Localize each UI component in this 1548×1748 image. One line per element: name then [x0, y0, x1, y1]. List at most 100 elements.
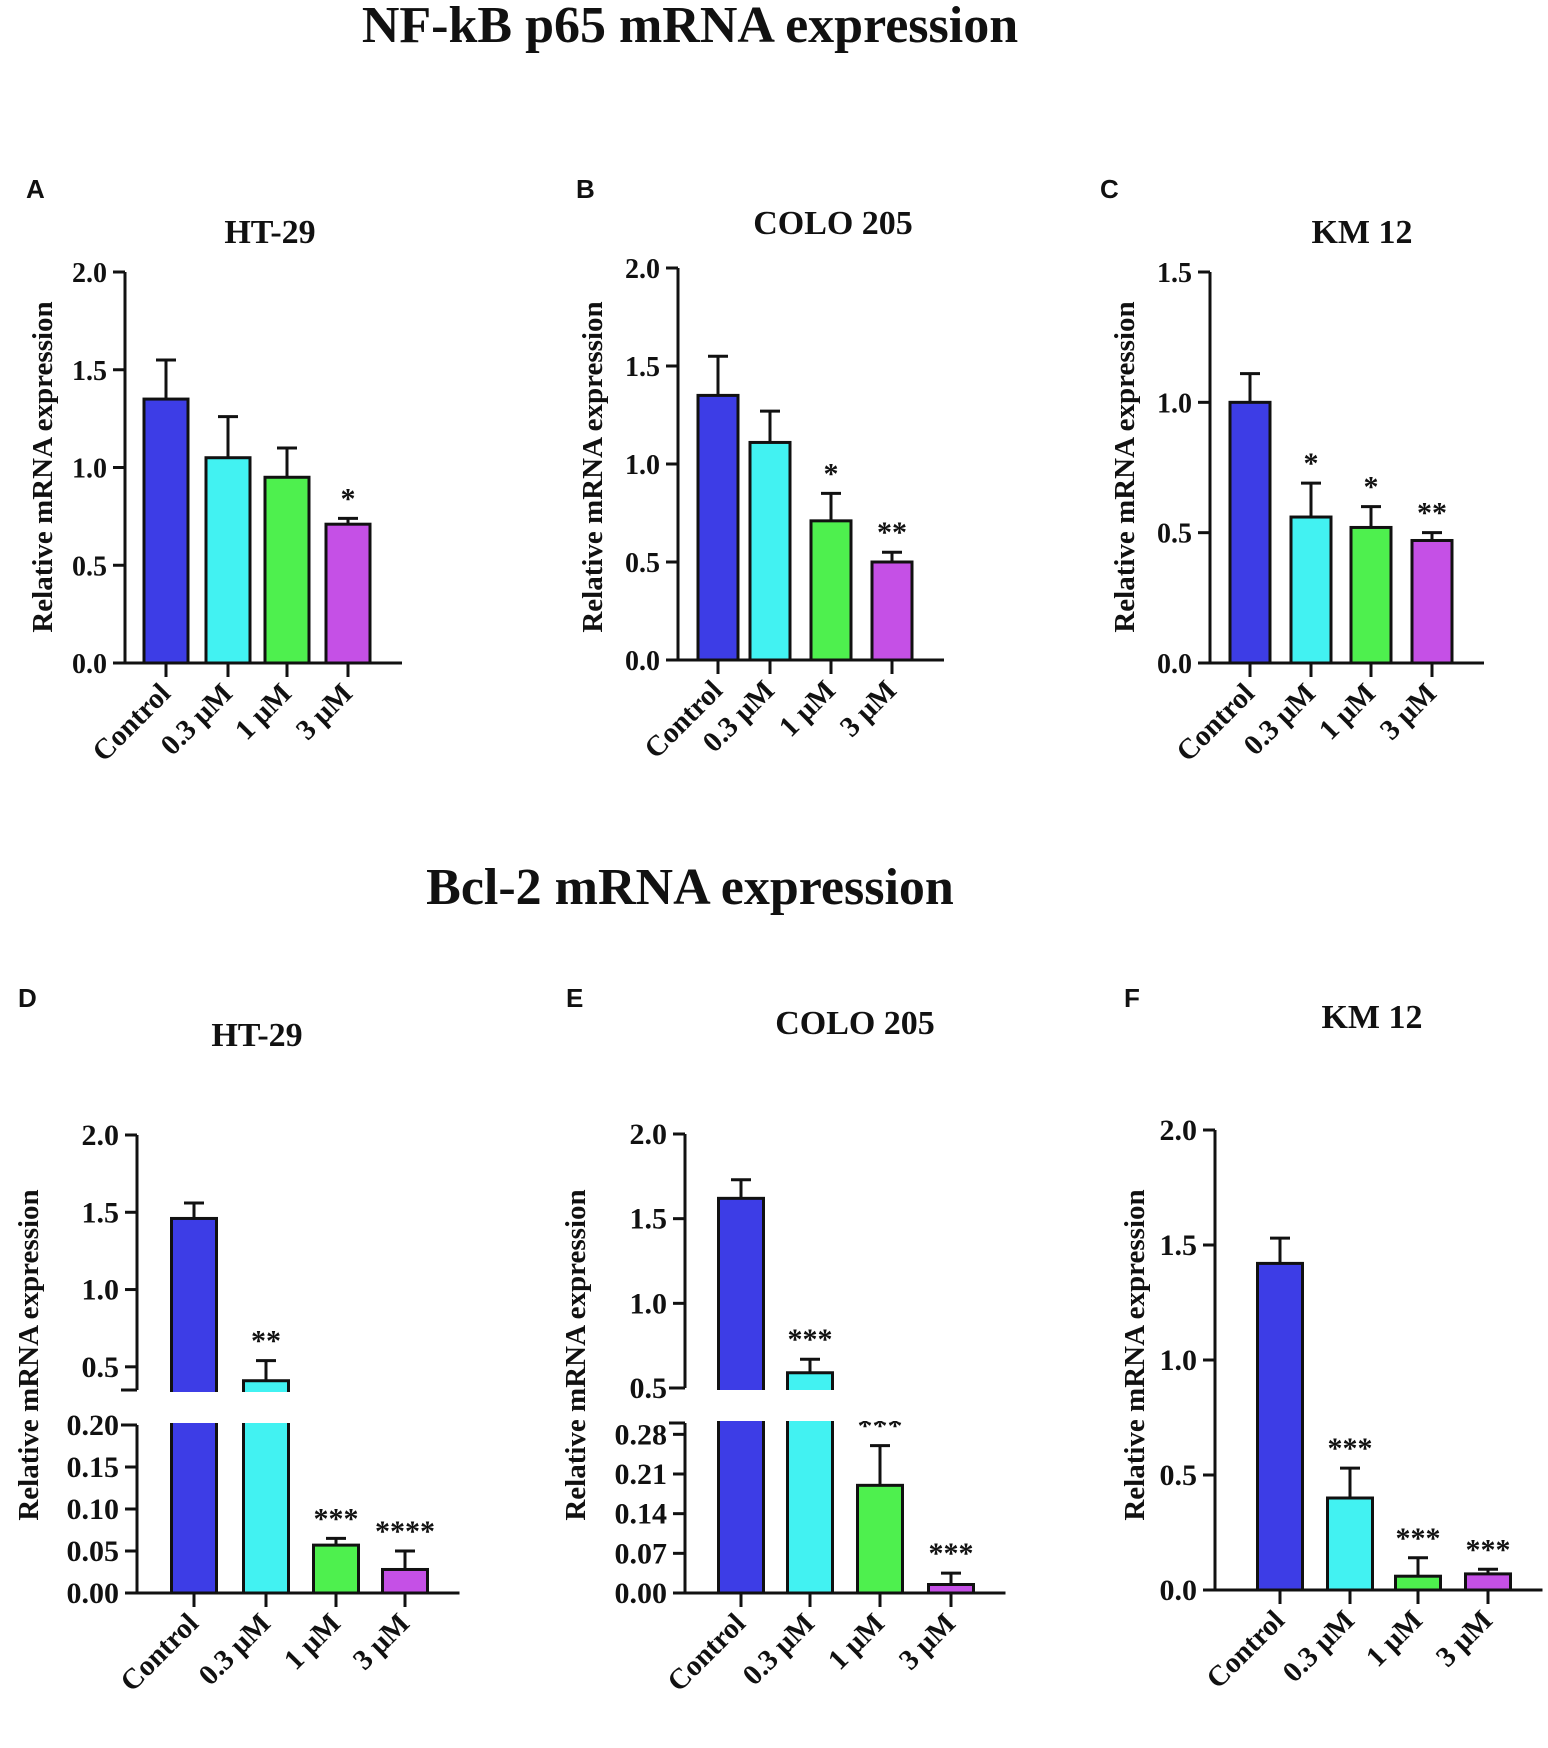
- bar-0-3-m: [1289, 515, 1333, 665]
- y-tick-label: 2.0: [1160, 1114, 1198, 1147]
- chart-title: HT-29: [211, 1017, 302, 1054]
- y-axis-label: Relative mRNA expression: [1109, 301, 1141, 632]
- y-tick-label: 2.0: [72, 258, 107, 289]
- y-tick-label: 1.5: [82, 1196, 120, 1229]
- chart-title: COLO 205: [753, 205, 913, 242]
- chart-title: KM 12: [1311, 214, 1412, 251]
- panel-a: A HT-29 Relative mRNA expression 0.0 0.5 1.0 1…: [26, 174, 402, 768]
- heading-bcl2: Bcl-2 mRNA expression: [426, 859, 954, 916]
- significance-label: *: [1364, 471, 1379, 504]
- bar-3-m: [1410, 538, 1454, 665]
- y-tick-label: 1.0: [1157, 388, 1192, 419]
- x-tick-label: 3 μM: [347, 1607, 416, 1676]
- y-tick-label: 0.5: [625, 548, 660, 579]
- bar-1-m: [856, 1483, 904, 1595]
- x-tick-label: Control: [1200, 1604, 1291, 1695]
- y-tick-label: 2.0: [630, 1118, 668, 1151]
- panel-b: B COLO 205 Relative mRNA expression 0.0 0.5 1…: [576, 174, 944, 765]
- bar-3-m: [381, 1567, 429, 1595]
- y-tick-label: 1.0: [72, 454, 107, 485]
- chart-title: HT-29: [224, 214, 315, 251]
- y-tick-label: 0.5: [72, 551, 107, 582]
- significance-label: ****: [375, 1515, 435, 1548]
- bar-control: [696, 393, 740, 662]
- x-tick-label: Control: [1170, 677, 1261, 768]
- bar-1-m: [263, 475, 311, 665]
- x-tick-label: 0.3 μM: [193, 1607, 277, 1691]
- panel-e: E COLO 205 Relative mRNA expression 0.5 1.0 1…: [560, 983, 1009, 1698]
- panel-letter: E: [566, 983, 583, 1013]
- y-tick-label: 0.21: [615, 1458, 668, 1491]
- y-tick-label: 1.5: [625, 352, 660, 383]
- y-tick-label: 0.05: [67, 1535, 120, 1568]
- panel-letter: A: [26, 174, 45, 204]
- y-tick-label: 1.5: [72, 356, 107, 387]
- panel-c: C KM 12 Relative mRNA expression 0.0 0.5 1.0 1…: [1100, 174, 1484, 768]
- y-tick-label: 1.5: [1157, 258, 1192, 289]
- chart-panels: A HT-29 Relative mRNA expression 0.0 0.5 1.0 1…: [13, 174, 1543, 1698]
- axis-break-gap: [140, 1392, 463, 1423]
- panel-f: F KM 12 Relative mRNA expression 0.0 0.5 1.0 1…: [1119, 983, 1543, 1695]
- significance-label: ***: [1328, 1432, 1373, 1465]
- y-tick-label: 2.0: [625, 254, 660, 285]
- y-tick-label: 1.0: [82, 1274, 120, 1307]
- y-tick-label: 0.5: [82, 1351, 120, 1384]
- significance-label: ***: [314, 1502, 359, 1535]
- y-tick-label: 0.20: [67, 1409, 120, 1442]
- y-axis-label: Relative mRNA expression: [27, 301, 59, 632]
- y-tick-label: 0.15: [67, 1451, 120, 1484]
- y-tick-label: 0.14: [615, 1498, 668, 1531]
- bar-1-m: [809, 519, 853, 662]
- panel-letter: C: [1100, 174, 1119, 204]
- y-tick-label: 0.10: [67, 1493, 120, 1526]
- significance-label: **: [251, 1325, 281, 1358]
- x-tick-label: 1 μM: [278, 1607, 347, 1676]
- bar-1-m: [312, 1543, 360, 1595]
- y-tick-label: 0.5: [1160, 1459, 1198, 1492]
- bar-3-m: [324, 522, 372, 665]
- y-tick-label: 0.0: [1160, 1574, 1198, 1607]
- x-tick-label: Control: [661, 1607, 752, 1698]
- y-axis-label: Relative mRNA expression: [577, 301, 609, 632]
- x-tick-label: 1 μM: [822, 1607, 891, 1676]
- x-tick-label: Control: [114, 1607, 205, 1698]
- significance-label: ***: [929, 1537, 974, 1570]
- x-tick-label: 1 μM: [229, 677, 298, 746]
- significance-label: **: [877, 516, 907, 549]
- significance-label: **: [1417, 497, 1447, 530]
- bar-0-3-m: [1326, 1496, 1374, 1592]
- x-tick-label: 0.3 μM: [737, 1607, 821, 1691]
- y-tick-label: 0.0: [1157, 649, 1192, 680]
- bar-control: [1228, 400, 1272, 665]
- bar-1-m: [1394, 1574, 1442, 1592]
- y-tick-label: 1.0: [1160, 1344, 1198, 1377]
- y-tick-label: 0.28: [615, 1418, 668, 1451]
- y-tick-label: 0.0: [625, 646, 660, 677]
- x-tick-label: 3 μM: [290, 677, 359, 746]
- x-tick-label: 3 μM: [1430, 1604, 1499, 1673]
- x-tick-label: 1 μM: [773, 674, 842, 743]
- significance-label: ***: [1396, 1522, 1441, 1555]
- panel-letter: F: [1124, 983, 1140, 1013]
- y-axis-label: Relative mRNA expression: [560, 1189, 592, 1520]
- bar-3-m: [1464, 1572, 1512, 1592]
- x-tick-label: 1 μM: [1360, 1604, 1429, 1673]
- significance-label: *: [1304, 447, 1319, 480]
- y-tick-label: 0.5: [630, 1372, 668, 1405]
- x-tick-label: 3 μM: [834, 674, 903, 743]
- panel-letter: D: [18, 983, 37, 1013]
- x-tick-label: 3 μM: [1374, 677, 1443, 746]
- x-tick-label: 0.3 μM: [1277, 1604, 1361, 1688]
- y-tick-label: 1.0: [630, 1287, 668, 1320]
- y-tick-label: 0.07: [615, 1537, 668, 1570]
- heading-nfkb: NF-kB p65 mRNA expression: [362, 0, 1018, 54]
- x-tick-label: 0.3 μM: [155, 677, 239, 761]
- significance-label: *: [824, 457, 839, 490]
- y-tick-label: 2.0: [82, 1119, 120, 1152]
- panel-letter: B: [576, 174, 595, 204]
- bar-control: [142, 397, 190, 665]
- significance-label: ***: [1466, 1533, 1511, 1566]
- y-tick-label: 0.00: [615, 1577, 668, 1610]
- bar-1-m: [1349, 525, 1393, 665]
